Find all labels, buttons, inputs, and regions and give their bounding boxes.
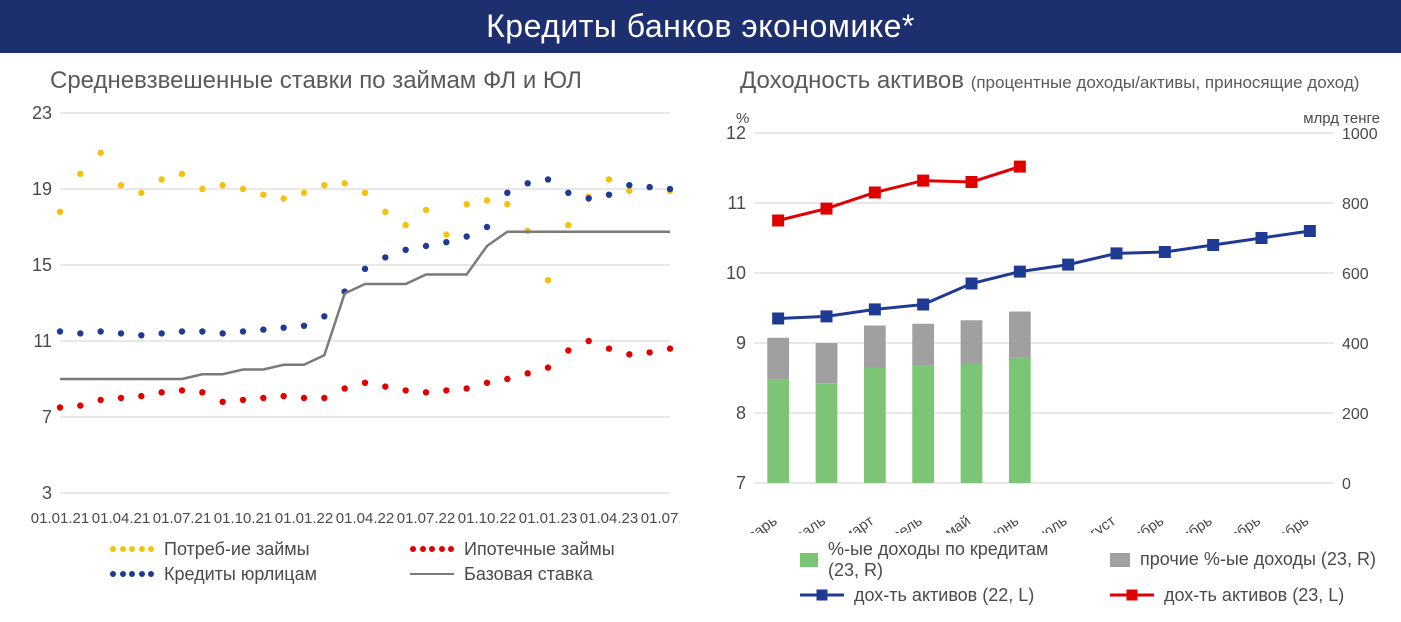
svg-text:01.01.23: 01.01.23 — [519, 510, 577, 527]
svg-text:200: 200 — [1342, 406, 1369, 423]
svg-text:август: август — [1073, 512, 1118, 533]
svg-text:июль: июль — [1031, 512, 1070, 533]
svg-text:19: 19 — [32, 179, 52, 199]
svg-text:млрд тенге: млрд тенге — [1303, 110, 1380, 127]
legend-label: Базовая ставка — [464, 564, 593, 585]
svg-text:7: 7 — [42, 407, 52, 427]
legend-swatch — [800, 588, 844, 602]
legend-swatch — [110, 544, 154, 554]
svg-text:декабрь: декабрь — [1256, 512, 1313, 533]
legend-swatch — [410, 544, 454, 554]
svg-text:1000: 1000 — [1342, 126, 1378, 143]
legend-item: дох-ть активов (23, L) — [1110, 585, 1390, 606]
svg-text:01.01.21: 01.01.21 — [31, 510, 89, 527]
svg-text:8: 8 — [736, 403, 746, 423]
left-legend: Потреб-ие займы Ипотечные займы Кредиты юр… — [110, 539, 680, 585]
svg-text:апрель: апрель — [875, 512, 925, 533]
svg-text:01.01.22: 01.01.22 — [275, 510, 333, 527]
svg-text:01.04.21: 01.04.21 — [92, 510, 150, 527]
svg-text:01.07.22: 01.07.22 — [397, 510, 455, 527]
svg-text:800: 800 — [1342, 196, 1369, 213]
right-chart-title-main: Доходность активов — [740, 67, 964, 94]
svg-text:октябрь: октябрь — [1161, 512, 1216, 533]
svg-text:ноябрь: ноябрь — [1213, 512, 1263, 533]
charts-row: Средневзвешенные ставки по займам ФЛ и Ю… — [0, 53, 1401, 606]
legend-swatch — [410, 573, 454, 575]
legend-item: дох-ть активов (22, L) — [800, 585, 1080, 606]
legend-label: Ипотечные займы — [464, 539, 615, 560]
legend-item: %-ые доходы по кредитам (23, R) — [800, 539, 1080, 581]
right-chart-title: Доходность активов (процентные доходы/ак… — [740, 67, 1390, 95]
legend-swatch — [1110, 553, 1130, 567]
legend-label: %-ые доходы по кредитам (23, R) — [828, 539, 1080, 581]
svg-text:июнь: июнь — [983, 512, 1022, 533]
svg-text:0: 0 — [1342, 476, 1351, 493]
svg-text:01.07.23: 01.07.23 — [641, 510, 680, 527]
left-panel: Средневзвешенные ставки по займам ФЛ и Ю… — [20, 59, 680, 606]
legend-label: прочие %-ые доходы (23, R) — [1140, 549, 1376, 570]
svg-text:%: % — [736, 110, 749, 127]
svg-text:11: 11 — [33, 331, 52, 351]
svg-text:01.04.23: 01.04.23 — [580, 510, 638, 527]
svg-text:май: май — [942, 512, 974, 533]
svg-text:400: 400 — [1342, 336, 1369, 353]
legend-item: Ипотечные займы — [410, 539, 680, 560]
legend-item: Потреб-ие займы — [110, 539, 380, 560]
left-chart-title: Средневзвешенные ставки по займам ФЛ и Ю… — [50, 67, 680, 95]
svg-text:3: 3 — [42, 483, 52, 503]
svg-text:23: 23 — [32, 103, 52, 123]
svg-text:600: 600 — [1342, 266, 1369, 283]
svg-text:15: 15 — [32, 255, 52, 275]
right-chart-title-sub: (процентные доходы/активы, приносящие до… — [971, 73, 1360, 92]
svg-text:01.07.21: 01.07.21 — [153, 510, 211, 527]
svg-text:01.10.21: 01.10.21 — [214, 510, 272, 527]
legend-item: Кредиты юрлицам — [110, 564, 380, 585]
svg-text:11: 11 — [727, 193, 746, 213]
page-title: Кредиты банков экономике* — [0, 0, 1401, 53]
right-chart: 78910111202004006008001000%млрд тенгеянв… — [710, 103, 1390, 533]
legend-label: дох-ть активов (23, L) — [1164, 585, 1344, 606]
left-chart: 371115192301.01.2101.04.2101.07.2101.10.… — [20, 103, 680, 533]
legend-swatch — [800, 553, 818, 567]
legend-item: Базовая ставка — [410, 564, 680, 585]
svg-text:01.10.22: 01.10.22 — [458, 510, 516, 527]
page: Кредиты банков экономике* Средневзвешенн… — [0, 0, 1401, 622]
right-legend: %-ые доходы по кредитам (23, R) прочие %-… — [800, 539, 1390, 606]
legend-label: дох-ть активов (22, L) — [854, 585, 1034, 606]
legend-item: прочие %-ые доходы (23, R) — [1110, 539, 1390, 581]
legend-label: Кредиты юрлицам — [164, 564, 317, 585]
svg-text:01.04.22: 01.04.22 — [336, 510, 394, 527]
svg-text:март: март — [840, 512, 877, 533]
legend-label: Потреб-ие займы — [164, 539, 310, 560]
svg-text:7: 7 — [736, 473, 746, 493]
right-panel: Доходность активов (процентные доходы/ак… — [710, 59, 1390, 606]
svg-text:9: 9 — [736, 333, 746, 353]
legend-swatch — [1110, 588, 1154, 602]
svg-text:10: 10 — [726, 263, 746, 283]
svg-text:январь: январь — [731, 512, 781, 533]
legend-swatch — [110, 569, 154, 579]
